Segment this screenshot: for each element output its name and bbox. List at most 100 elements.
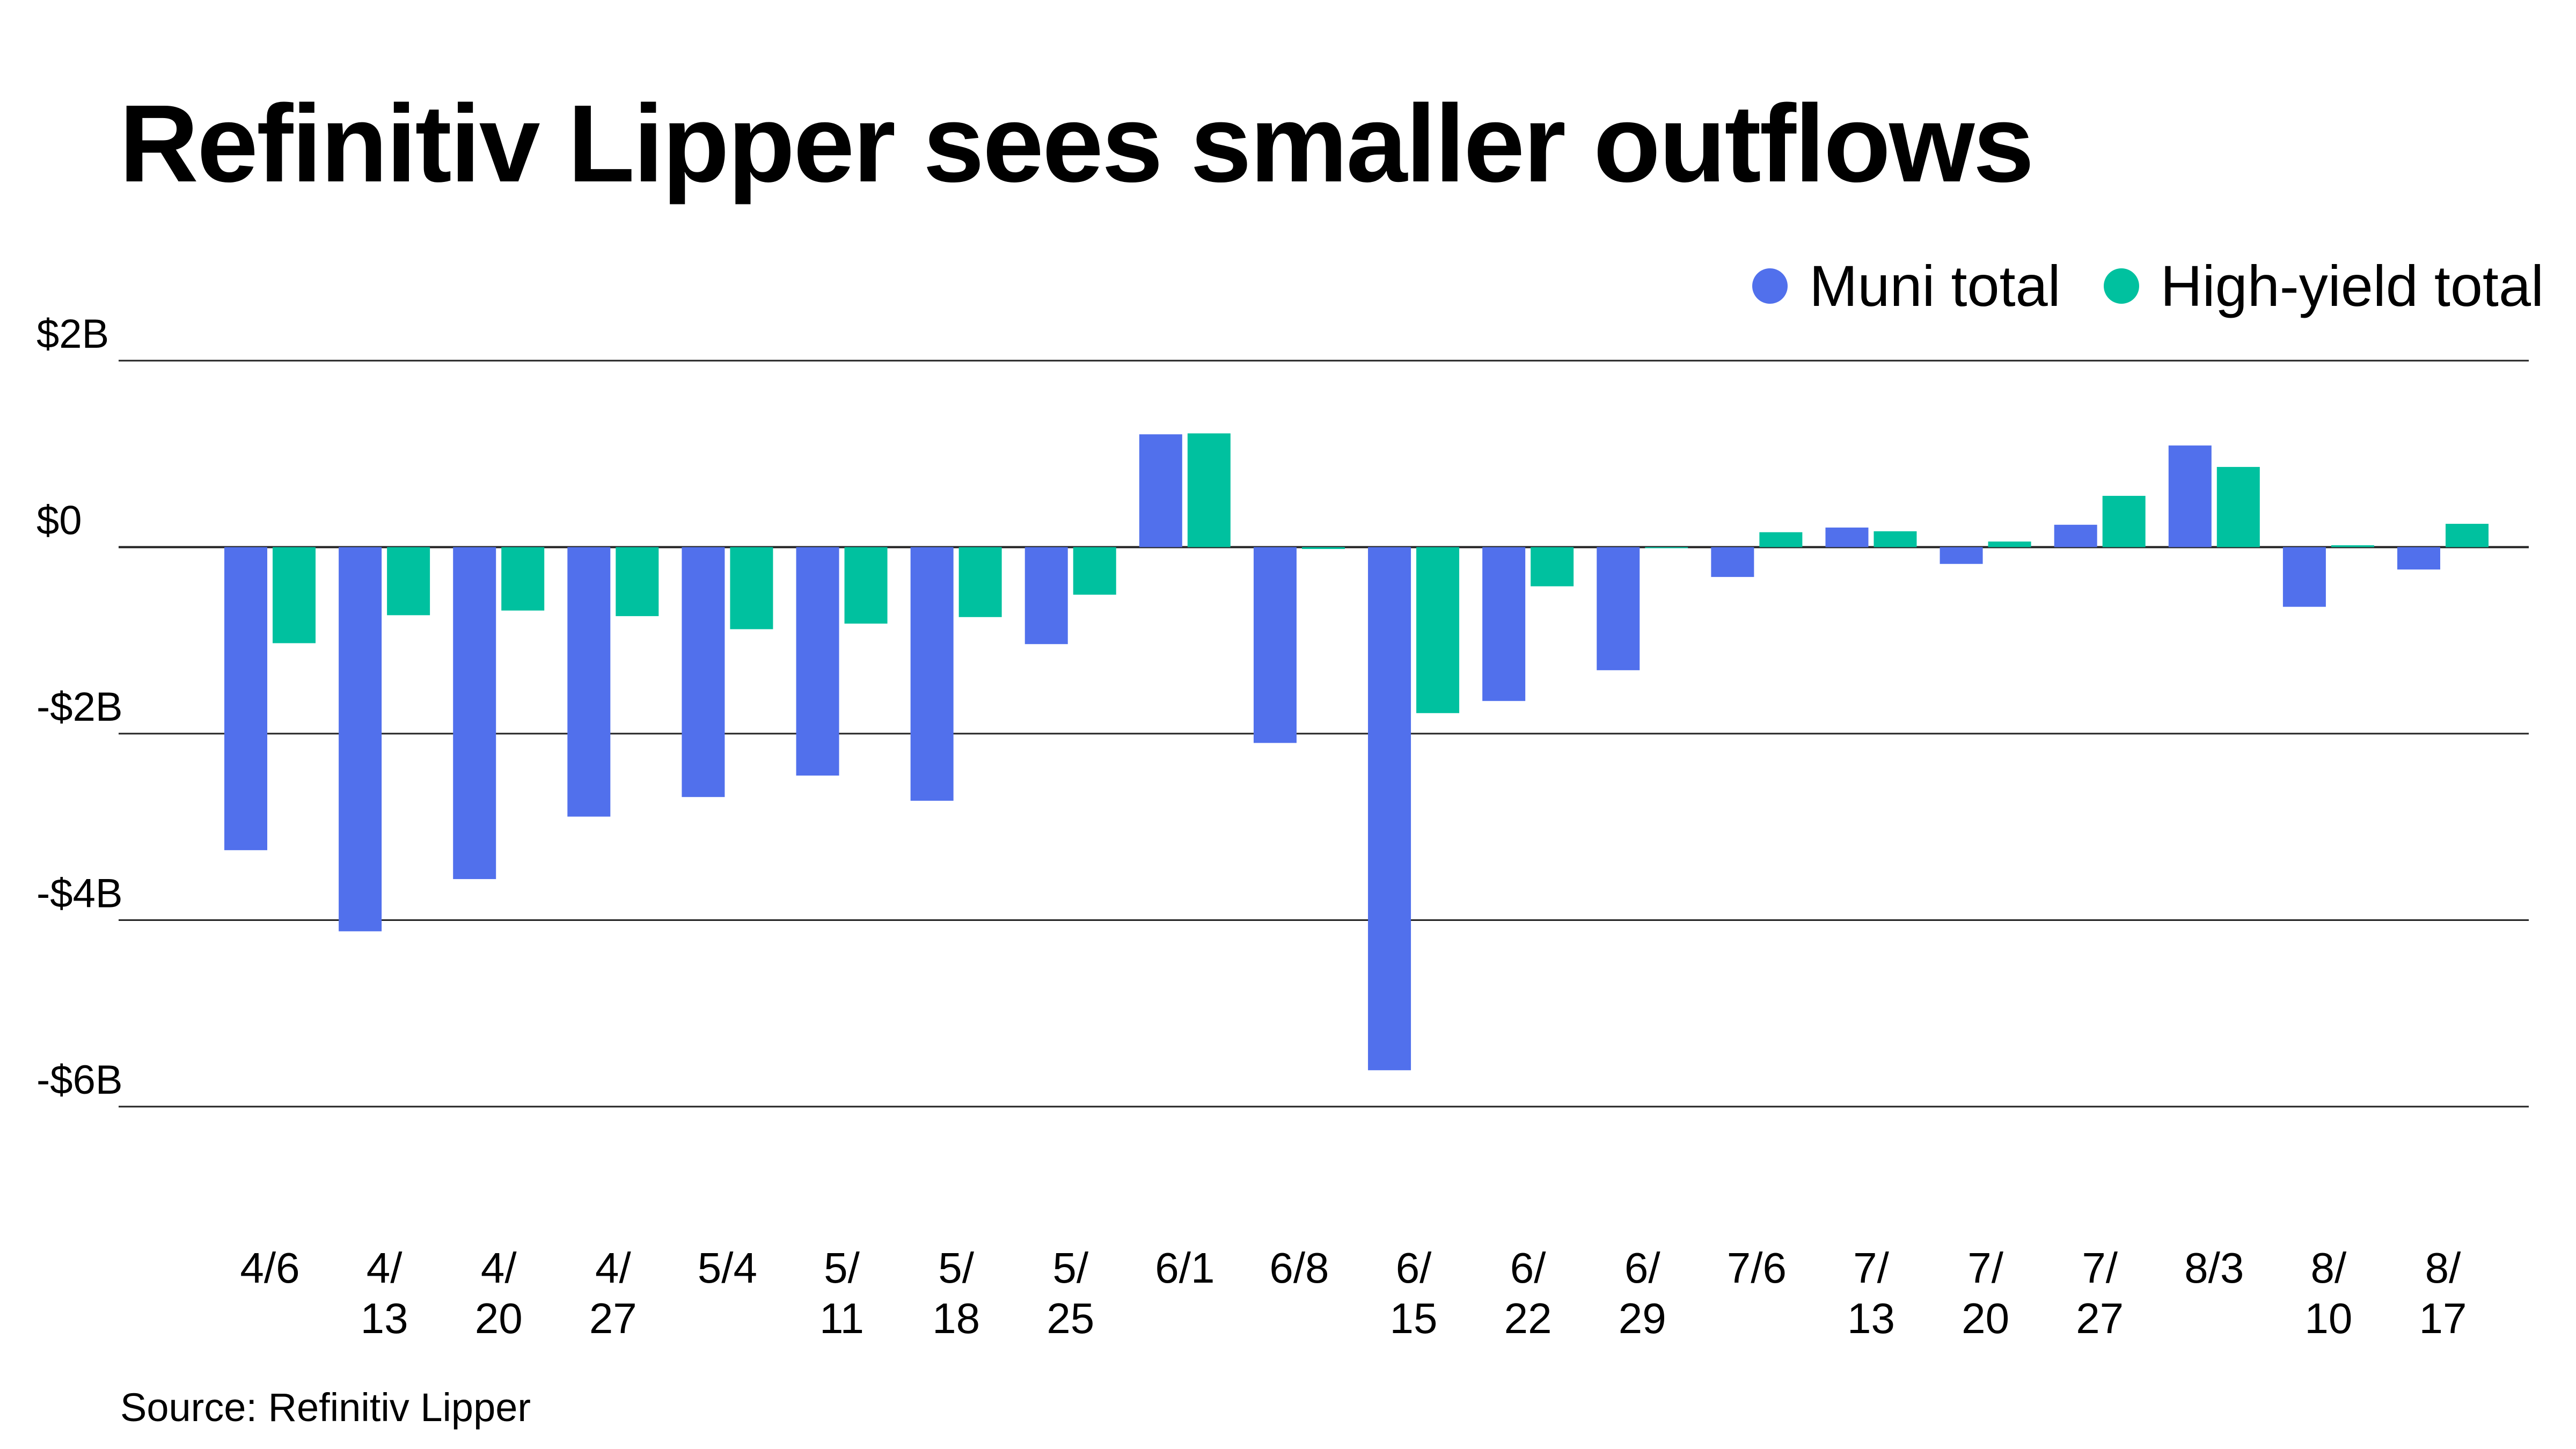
x-tick-label-line: 5/ bbox=[1052, 1244, 1088, 1292]
x-tick-label-line: 20 bbox=[1962, 1294, 2009, 1342]
bar-high-yield bbox=[1416, 547, 1460, 713]
bar-high-yield bbox=[273, 547, 316, 643]
x-tick-label-line: 6/ bbox=[1510, 1244, 1546, 1292]
x-tick-label-line: 29 bbox=[1619, 1294, 1666, 1342]
x-tick-label: 8/17 bbox=[2419, 1244, 2467, 1342]
y-tick-label: -$2B bbox=[36, 684, 123, 730]
x-tick-label-line: 8/3 bbox=[2184, 1244, 2244, 1292]
bar-muni bbox=[1139, 434, 1182, 547]
legend: Muni total High-yield total bbox=[1709, 252, 2544, 319]
bar-muni bbox=[567, 547, 611, 817]
bar-high-yield bbox=[387, 547, 430, 616]
x-tick-label-line: 13 bbox=[1847, 1294, 1895, 1342]
bar-muni bbox=[1940, 547, 1983, 564]
bar-high-yield bbox=[1645, 547, 1688, 548]
bar-muni bbox=[224, 547, 267, 851]
bar-high-yield bbox=[1187, 433, 1231, 547]
bar-muni bbox=[2282, 547, 2326, 607]
bar-high-yield bbox=[2331, 545, 2374, 547]
x-tick-label-line: 11 bbox=[819, 1294, 864, 1342]
x-tick-label: 8/10 bbox=[2304, 1244, 2352, 1342]
x-tick-label-line: 4/6 bbox=[240, 1244, 299, 1292]
bar-muni bbox=[910, 547, 954, 801]
bar-muni bbox=[1825, 528, 1869, 547]
x-tick-label-line: 22 bbox=[1504, 1294, 1552, 1342]
bar-muni bbox=[796, 547, 839, 776]
x-tick-label-line: 5/ bbox=[824, 1244, 860, 1292]
x-tick-label-line: 7/6 bbox=[1727, 1244, 1787, 1292]
legend-label-high-yield: High-yield total bbox=[2160, 253, 2544, 318]
x-tick-label: 7/20 bbox=[1962, 1244, 2009, 1342]
x-tick-label-line: 8/ bbox=[2425, 1244, 2461, 1292]
x-tick-label: 6/15 bbox=[1390, 1244, 1438, 1342]
x-tick-label: 4/13 bbox=[361, 1244, 408, 1342]
x-tick-label-line: 7/ bbox=[1853, 1244, 1889, 1292]
x-tick-label: 6/29 bbox=[1619, 1244, 1666, 1342]
y-tick-label: -$4B bbox=[36, 871, 123, 917]
bar-high-yield bbox=[2102, 495, 2146, 547]
y-axis-ticks: $2B $0 -$2B -$4B -$6B bbox=[36, 311, 123, 1103]
bar-muni bbox=[1711, 547, 1754, 577]
x-tick-label-line: 15 bbox=[1390, 1294, 1438, 1342]
y-tick-label: $0 bbox=[36, 498, 82, 544]
legend-label-muni: Muni total bbox=[1809, 253, 2061, 318]
x-tick-label: 6/8 bbox=[1269, 1244, 1329, 1292]
x-tick-label-line: 6/ bbox=[1624, 1244, 1660, 1292]
x-tick-label: 7/27 bbox=[2076, 1244, 2124, 1342]
x-tick-label-line: 25 bbox=[1046, 1294, 1094, 1342]
legend-item-muni: Muni total bbox=[1752, 252, 2061, 319]
x-tick-label-line: 13 bbox=[361, 1294, 408, 1342]
x-tick-label: 6/1 bbox=[1155, 1244, 1214, 1292]
bar-muni bbox=[2397, 547, 2440, 570]
bar-high-yield bbox=[2216, 467, 2260, 547]
bar-muni bbox=[1597, 547, 1640, 670]
x-axis-ticks: 4/6 4/134/204/275/4 5/115/185/256/1 6/8 6/15… bbox=[240, 1244, 2467, 1342]
bar-high-yield bbox=[958, 547, 1002, 617]
legend-dot-high-yield bbox=[2103, 268, 2139, 304]
x-tick-label-line: 4/ bbox=[481, 1244, 517, 1292]
bar-high-yield bbox=[1073, 547, 1116, 595]
x-tick-label-line: 7/ bbox=[1967, 1244, 2003, 1292]
x-tick-label: 5/4 bbox=[698, 1244, 757, 1292]
legend-dot-muni bbox=[1752, 268, 1788, 304]
y-tick-label: $2B bbox=[36, 311, 109, 357]
x-tick-label: 4/20 bbox=[475, 1244, 523, 1342]
bar-muni bbox=[1482, 547, 1526, 701]
bar-muni bbox=[1368, 547, 1411, 1071]
bar-muni bbox=[2168, 445, 2212, 547]
x-tick-label: 6/22 bbox=[1504, 1244, 1552, 1342]
x-tick-label-line: 18 bbox=[932, 1294, 980, 1342]
x-tick-label-line: 8/ bbox=[2311, 1244, 2347, 1292]
x-tick-label: 5/25 bbox=[1046, 1244, 1094, 1342]
x-tick-label-line: 6/1 bbox=[1155, 1244, 1214, 1292]
bars bbox=[224, 433, 2489, 1071]
bar-high-yield bbox=[1988, 541, 2031, 547]
x-tick-label-line: 7/ bbox=[2082, 1244, 2118, 1292]
y-tick-label: -$6B bbox=[36, 1057, 123, 1103]
bar-high-yield bbox=[844, 547, 888, 624]
x-tick-label: 5/18 bbox=[932, 1244, 980, 1342]
bar-muni bbox=[1024, 547, 1068, 645]
x-tick-label-line: 6/ bbox=[1396, 1244, 1432, 1292]
bar-high-yield bbox=[730, 547, 773, 630]
bar-high-yield bbox=[1301, 547, 1345, 549]
bar-high-yield bbox=[1874, 531, 1917, 547]
bar-muni bbox=[453, 547, 496, 880]
x-tick-label-line: 20 bbox=[475, 1294, 523, 1342]
x-tick-label: 5/11 bbox=[819, 1244, 864, 1342]
bar-high-yield bbox=[1531, 547, 1574, 587]
bar-high-yield bbox=[501, 547, 545, 611]
x-tick-label: 4/27 bbox=[589, 1244, 637, 1342]
x-tick-label-line: 4/ bbox=[367, 1244, 402, 1292]
x-tick-label-line: 4/ bbox=[595, 1244, 631, 1292]
chart-title: Refinitiv Lipper sees smaller outflows bbox=[119, 82, 2035, 205]
x-tick-label-line: 27 bbox=[2076, 1294, 2124, 1342]
bar-muni bbox=[682, 547, 725, 797]
x-tick-label-line: 27 bbox=[589, 1294, 637, 1342]
x-tick-label: 8/3 bbox=[2184, 1244, 2244, 1292]
bar-high-yield bbox=[616, 547, 659, 617]
x-tick-label: 7/6 bbox=[1727, 1244, 1787, 1292]
bar-muni bbox=[339, 547, 382, 932]
legend-item-high-yield: High-yield total bbox=[2103, 252, 2544, 319]
bar-muni bbox=[1253, 547, 1297, 743]
